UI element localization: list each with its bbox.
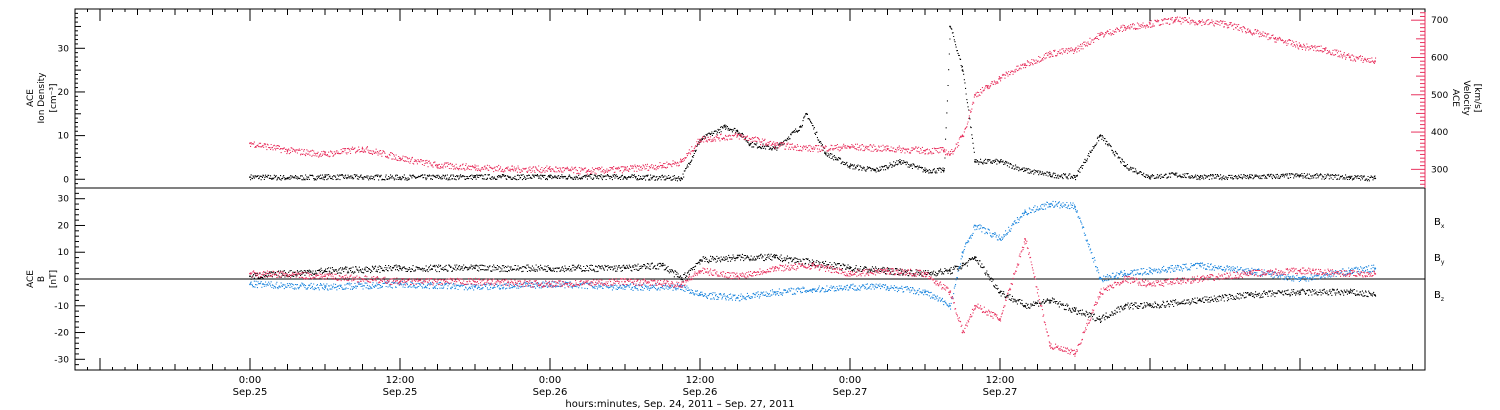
velocity-point xyxy=(324,153,326,156)
b-ylabel-line3: [nT] xyxy=(49,270,59,288)
x-tick-date-label: Sep.26 xyxy=(683,387,718,398)
bx-point xyxy=(1299,291,1301,294)
bz-point xyxy=(1099,291,1101,294)
b-tick-label: -30 xyxy=(54,355,69,365)
density-tick-label: 20 xyxy=(58,88,70,98)
velocity-point xyxy=(986,86,989,89)
density-point xyxy=(1149,176,1151,179)
density-ylabel-line3: [cm⁻³] xyxy=(49,83,59,112)
bx-point xyxy=(1124,304,1126,307)
bz-point xyxy=(949,291,951,294)
velocity-point xyxy=(774,144,776,147)
by-point xyxy=(249,283,251,286)
velocity-tick-label: 400 xyxy=(1431,128,1448,138)
legend-bx: Bx xyxy=(1434,217,1445,230)
density-point xyxy=(1049,174,1051,176)
density-ylabel-line1: ACE xyxy=(26,89,36,107)
velocity-point xyxy=(942,149,945,152)
axis-labels: 0 10 20 30 300 400 500 600 700 -30 -20 -10 0 10 20 30 0:… xyxy=(54,16,1448,398)
b-tick-label: -20 xyxy=(54,329,69,339)
bz-point xyxy=(1049,345,1051,347)
b-ylabel-line2: B xyxy=(37,276,47,282)
velocity-point xyxy=(249,142,251,145)
density-tick-label: 30 xyxy=(58,44,70,54)
density-point xyxy=(249,176,251,179)
velocity-trace xyxy=(250,16,1377,175)
top-panel-frame xyxy=(74,8,1426,189)
x-tick-time-label: 0:00 xyxy=(239,375,261,386)
bx-point xyxy=(1049,299,1051,302)
velocity-ylabel-line3: [km/s] xyxy=(1472,84,1482,113)
velocity-point xyxy=(286,149,289,152)
density-trace xyxy=(250,26,1377,182)
bx-point xyxy=(249,275,251,278)
velocity-point xyxy=(1324,49,1326,51)
legend-bx-label: Bx xyxy=(1434,217,1445,230)
legend-bz-label: Bz xyxy=(1434,290,1444,303)
velocity-point xyxy=(999,77,1001,79)
by-trace xyxy=(250,200,1377,310)
b-tick-label: 20 xyxy=(58,221,70,231)
x-tick-date-label: Sep.27 xyxy=(833,387,868,398)
bz-point xyxy=(624,280,626,283)
b-ylabel-line1: ACE xyxy=(26,270,36,288)
velocity-point xyxy=(1149,23,1151,25)
velocity-ylabel-line1: ACE xyxy=(1450,89,1460,107)
data-points xyxy=(249,16,1377,357)
bz-point xyxy=(974,304,976,307)
legend-by: By xyxy=(1434,253,1445,266)
bz-point xyxy=(1024,238,1026,240)
velocity-tick-label: 700 xyxy=(1431,16,1448,26)
velocity-tick-label: 600 xyxy=(1431,53,1448,63)
velocity-tick-label: 500 xyxy=(1431,91,1448,101)
by-point xyxy=(1299,278,1301,280)
x-tick-date-label: Sep.25 xyxy=(233,387,268,398)
by-point xyxy=(1049,203,1051,206)
bz-point xyxy=(1249,272,1251,275)
density-point xyxy=(942,169,945,172)
density-tick-label: 0 xyxy=(63,175,69,185)
velocity-point xyxy=(1049,52,1051,55)
bx-point xyxy=(949,270,951,272)
b-tick-label: -10 xyxy=(54,302,69,312)
velocity-point xyxy=(549,168,551,171)
bz-point xyxy=(680,283,683,286)
bx-point xyxy=(1074,310,1076,312)
bx-point xyxy=(774,256,776,259)
bz-trace xyxy=(250,239,1377,357)
x-tick-time-label: 0:00 xyxy=(839,375,861,386)
by-point xyxy=(1199,264,1201,267)
x-tick-time-label: 12:00 xyxy=(386,375,415,386)
axis-ticks xyxy=(74,9,1426,370)
density-ylabel-line2: Ion Density xyxy=(37,72,47,124)
density-point xyxy=(961,69,964,71)
bx-point xyxy=(1349,291,1351,294)
x-tick-date-label: Sep.27 xyxy=(983,387,1018,398)
x-tick-time-label: 12:00 xyxy=(686,375,715,386)
legend-bz: Bz xyxy=(1434,290,1444,303)
by-point xyxy=(1124,272,1126,275)
legend-by-label: By xyxy=(1434,253,1445,266)
x-tick-time-label: 0:00 xyxy=(539,375,561,386)
velocity-ylabel-line2: Velocity xyxy=(1461,80,1471,116)
density-point xyxy=(724,126,726,128)
x-tick-time-label: 12:00 xyxy=(986,375,1015,386)
b-tick-label: 10 xyxy=(58,248,70,258)
velocity-point xyxy=(699,138,701,141)
b-tick-label: 30 xyxy=(58,195,70,205)
velocity-point xyxy=(361,147,364,150)
x-tick-date-label: Sep.25 xyxy=(383,387,418,398)
b-tick-label: 0 xyxy=(63,275,69,285)
x-axis-label: hours:minutes, Sep. 24, 2011 – Sep. 27, … xyxy=(565,399,794,410)
density-tick-label: 10 xyxy=(58,132,70,142)
velocity-tick-label: 300 xyxy=(1431,165,1448,175)
x-tick-date-label: Sep.26 xyxy=(533,387,568,398)
